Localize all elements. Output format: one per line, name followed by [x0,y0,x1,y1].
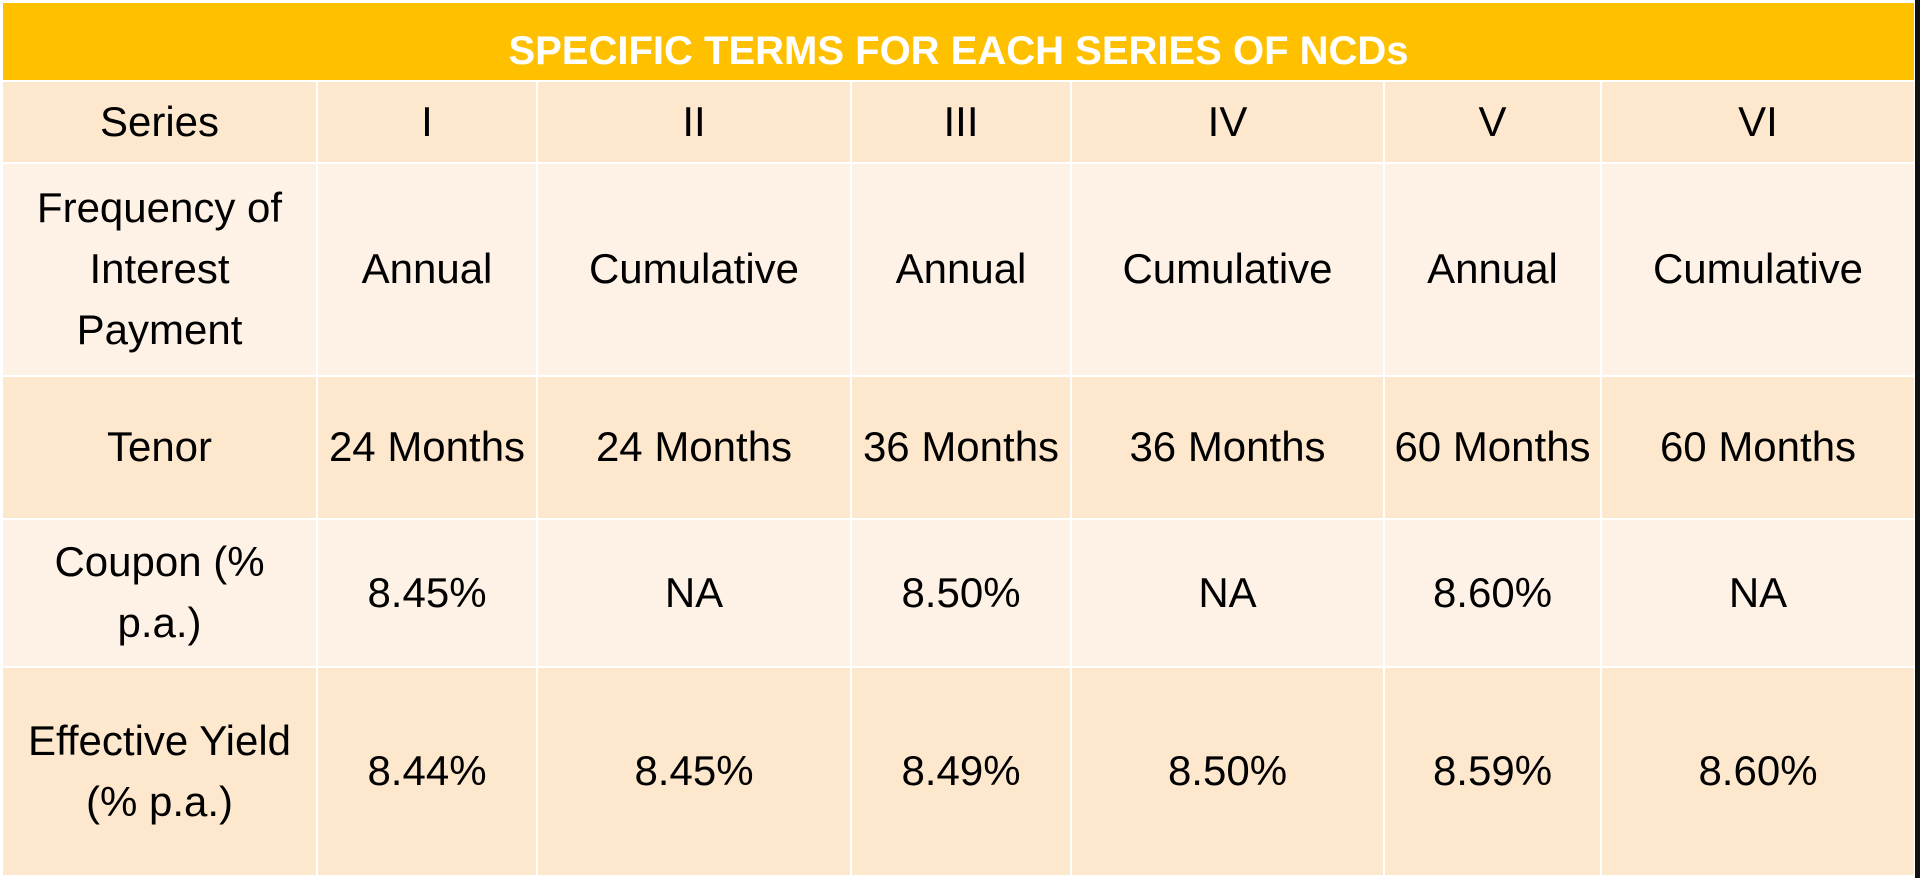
right-edge-border [1915,0,1920,878]
row-label-tenor: Tenor [3,377,316,518]
yield-series-ii: 8.45% [538,668,850,875]
header-series-v: V [1385,82,1600,162]
yield-series-vi: 8.60% [1602,668,1914,875]
tenor-series-vi: 60 Months [1602,377,1914,518]
header-series-iii: III [852,82,1070,162]
header-series-iv: IV [1072,82,1383,162]
coupon-series-v: 8.60% [1385,520,1600,666]
tenor-series-v: 60 Months [1385,377,1600,518]
frequency-series-i: Annual [318,164,536,375]
frequency-series-iv: Cumulative [1072,164,1383,375]
frequency-series-vi: Cumulative [1602,164,1914,375]
tenor-series-ii: 24 Months [538,377,850,518]
table-title: SPECIFIC TERMS FOR EACH SERIES OF NCDs [3,3,1914,80]
yield-series-iii: 8.49% [852,668,1070,875]
row-label-frequency: Frequency of Interest Payment [3,164,316,375]
frequency-series-v: Annual [1385,164,1600,375]
row-label-coupon: Coupon (% p.a.) [3,520,316,666]
ncd-series-terms-table: SPECIFIC TERMS FOR EACH SERIES OF NCDs S… [3,3,1914,875]
tenor-series-iv: 36 Months [1072,377,1383,518]
coupon-series-vi: NA [1602,520,1914,666]
frequency-series-ii: Cumulative [538,164,850,375]
header-series-vi: VI [1602,82,1914,162]
yield-series-v: 8.59% [1385,668,1600,875]
coupon-series-iv: NA [1072,520,1383,666]
header-series-i: I [318,82,536,162]
tenor-series-iii: 36 Months [852,377,1070,518]
yield-series-iv: 8.50% [1072,668,1383,875]
yield-series-i: 8.44% [318,668,536,875]
header-label-series: Series [3,82,316,162]
row-label-effective-yield: Effective Yield (% p.a.) [3,668,316,875]
coupon-series-i: 8.45% [318,520,536,666]
frequency-series-iii: Annual [852,164,1070,375]
coupon-series-iii: 8.50% [852,520,1070,666]
tenor-series-i: 24 Months [318,377,536,518]
coupon-series-ii: NA [538,520,850,666]
header-series-ii: II [538,82,850,162]
